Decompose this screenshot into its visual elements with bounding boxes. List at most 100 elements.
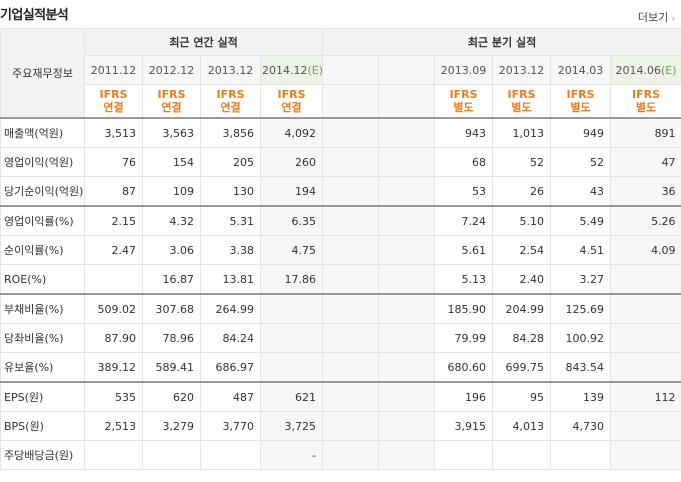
- quarter-value: 196: [434, 381, 494, 412]
- gap-cell: [322, 84, 380, 119]
- quarter-value: [434, 440, 494, 470]
- ifrs-label: IFRS 별도: [434, 84, 494, 119]
- annual-value: 2.47: [84, 235, 143, 265]
- gap-cell: [322, 176, 380, 207]
- table-row: 유보율(%) 389.12 589.41 686.97 680.60 699.75 843.…: [0, 352, 681, 383]
- annual-estimate-value: [259, 352, 324, 383]
- table-row: 매출액(억원) 3,513 3,563 3,856 4,092 943 1,013 949 89…: [0, 117, 681, 148]
- quarter-value: 2.54: [492, 235, 552, 265]
- more-link-label: 더보기: [637, 11, 669, 24]
- annual-value: 154: [142, 147, 201, 177]
- annual-estimate-value: 621: [259, 381, 324, 412]
- gap-cell: [378, 55, 436, 85]
- quarter-value: 1,013: [492, 117, 552, 148]
- section-title: 기업실적분석: [0, 8, 69, 23]
- annual-estimate-value: [259, 293, 324, 324]
- gap-cell: [378, 323, 436, 353]
- period-header: 2013.12: [492, 55, 552, 85]
- annual-value: 130: [200, 176, 261, 207]
- table-row: BPS(원) 2,513 3,279 3,770 3,725 3,915 4,013 4,73…: [0, 411, 681, 441]
- annual-value: 87.90: [84, 323, 143, 353]
- gap-cell: [322, 440, 380, 470]
- row-label: 매출액(억원): [0, 117, 85, 148]
- gap-cell: [378, 264, 436, 295]
- quarter-estimate-value: 112: [610, 381, 681, 412]
- header-corner: 주요재무정보: [0, 28, 85, 119]
- quarter-value: 5.13: [434, 264, 494, 295]
- annual-value: 307.68: [142, 293, 201, 324]
- quarter-value: 680.60: [434, 352, 494, 383]
- more-link[interactable]: 더보기 ›: [638, 9, 675, 25]
- estimate-mark: (E): [661, 63, 677, 77]
- table-row: 영업이익률(%) 2.15 4.32 5.31 6.35 7.24 5.10 5.49 5.26: [0, 205, 681, 236]
- quarter-value: 699.75: [492, 352, 552, 383]
- row-label: 당좌비율(%): [0, 323, 85, 353]
- row-label: BPS(원): [0, 411, 85, 441]
- annual-value: 3.06: [142, 235, 201, 265]
- quarter-value: 43: [550, 176, 612, 207]
- gap-cell: [322, 147, 380, 177]
- table-row: 영업이익(억원) 76 154 205 260 68 52 52 47: [0, 147, 681, 177]
- annual-value: 16.87: [142, 264, 201, 295]
- quarter-value: 7.24: [434, 205, 494, 236]
- row-label: 유보율(%): [0, 352, 85, 383]
- gap-cell: [378, 147, 436, 177]
- period-header-estimate: 2014.06(E): [610, 55, 681, 85]
- quarter-value: 185.90: [434, 293, 494, 324]
- quarter-value: 949: [550, 117, 612, 148]
- annual-estimate-value: -: [259, 440, 324, 470]
- quarter-estimate-value: [610, 411, 681, 441]
- gap-cell: [322, 323, 380, 353]
- annual-value: 535: [84, 381, 143, 412]
- quarter-estimate-value: 891: [610, 117, 681, 148]
- table-row: 순이익률(%) 2.47 3.06 3.38 4.75 5.61 2.54 4.51 4.09: [0, 235, 681, 265]
- gap-cell: [378, 117, 436, 148]
- period-header: 2012.12: [142, 55, 201, 85]
- period-header-estimate: 2014.12(E): [259, 55, 324, 85]
- annual-value: 205: [200, 147, 261, 177]
- quarter-value: 3.27: [550, 264, 612, 295]
- annual-estimate-value: 3,725: [259, 411, 324, 441]
- row-label: 영업이익(억원): [0, 147, 85, 177]
- annual-value: [84, 440, 143, 470]
- annual-value: 620: [142, 381, 201, 412]
- gap-cell: [378, 84, 436, 119]
- gap-cell: [322, 264, 380, 295]
- gap-cell: [378, 381, 436, 412]
- row-label: 순이익률(%): [0, 235, 85, 265]
- quarter-value: 52: [550, 147, 612, 177]
- gap-cell: [378, 293, 436, 324]
- annual-value: 389.12: [84, 352, 143, 383]
- quarter-value: 4,730: [550, 411, 612, 441]
- row-label: 부채비율(%): [0, 293, 85, 324]
- quarter-value: 843.54: [550, 352, 612, 383]
- gap-cell: [322, 381, 380, 412]
- quarter-value: 53: [434, 176, 494, 207]
- table-row: 주당배당금(원) -: [0, 440, 681, 470]
- annual-value: 509.02: [84, 293, 143, 324]
- row-label: 주당배당금(원): [0, 440, 85, 470]
- quarter-value: [492, 440, 552, 470]
- gap-cell: [378, 176, 436, 207]
- row-label: EPS(원): [0, 381, 85, 412]
- annual-value: 2.15: [84, 205, 143, 236]
- ifrs-label: IFRS 별도: [492, 84, 552, 119]
- annual-value: 76: [84, 147, 143, 177]
- quarter-value: 125.69: [550, 293, 612, 324]
- annual-value: 3,279: [142, 411, 201, 441]
- annual-value: 4.32: [142, 205, 201, 236]
- quarter-value: 26: [492, 176, 552, 207]
- quarter-estimate-value: [610, 264, 681, 295]
- table-row: ROE(%) 16.87 13.81 17.86 5.13 2.40 3.27: [0, 264, 681, 295]
- quarter-value: 79.99: [434, 323, 494, 353]
- quarter-value: 95: [492, 381, 552, 412]
- annual-group-header: 최근 연간 실적: [83, 28, 324, 56]
- annual-value: 3,856: [200, 117, 261, 148]
- quarter-estimate-value: [610, 293, 681, 324]
- quarter-estimate-value: 47: [610, 147, 681, 177]
- quarter-value: 4.51: [550, 235, 612, 265]
- quarter-value: 52: [492, 147, 552, 177]
- annual-value: 3,513: [84, 117, 143, 148]
- annual-estimate-value: 4.75: [259, 235, 324, 265]
- gap-cell: [322, 293, 380, 324]
